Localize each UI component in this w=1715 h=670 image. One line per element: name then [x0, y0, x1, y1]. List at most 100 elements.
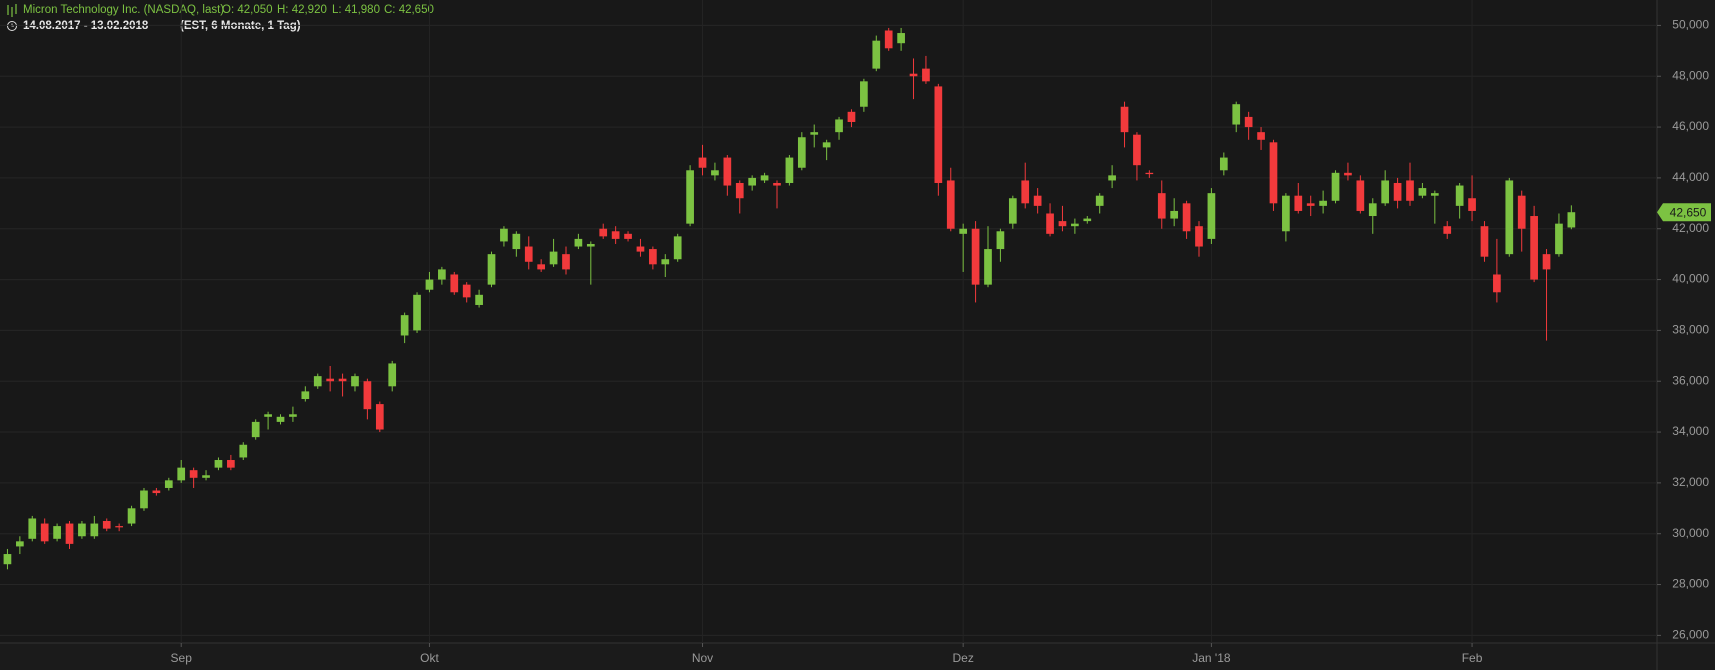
candle-body — [1033, 195, 1042, 206]
candle-body — [1567, 212, 1576, 228]
candle-body — [611, 231, 620, 239]
last-price-tag — [1657, 203, 1711, 222]
candle-body — [1046, 213, 1054, 234]
candle-body — [1095, 195, 1104, 206]
candle-body — [239, 444, 248, 458]
candle-body — [1219, 157, 1228, 171]
candle-body — [1542, 254, 1551, 270]
y-tick-label: 50,000 — [1672, 18, 1709, 32]
candle-body — [1443, 226, 1452, 234]
candle-body — [289, 414, 297, 417]
candle-body — [1306, 203, 1315, 206]
clock-hands — [11, 23, 14, 27]
candle-body — [214, 460, 223, 468]
candle-body — [661, 259, 670, 265]
candle-body — [1083, 218, 1092, 222]
candle-body — [1517, 195, 1526, 229]
x-tick-label: Sep — [171, 651, 193, 665]
candle-body — [152, 490, 161, 494]
candle-body — [1108, 175, 1116, 181]
candle-body — [1195, 226, 1203, 247]
candle-body — [835, 119, 843, 133]
grid — [0, 0, 1657, 643]
candle-body — [1480, 226, 1489, 257]
candle-body — [1530, 216, 1538, 280]
candle-body — [1381, 180, 1390, 204]
candle-body — [177, 467, 186, 481]
candle-body — [425, 279, 434, 290]
candle-body — [1356, 180, 1365, 211]
candle-body — [524, 246, 533, 262]
candle-body — [1505, 180, 1514, 255]
candle-body — [549, 251, 558, 265]
candle-body — [1331, 172, 1340, 201]
candle-body — [909, 73, 918, 77]
candle-body — [959, 228, 968, 234]
candle-body — [711, 170, 719, 176]
candle-body — [375, 404, 384, 430]
candle-body — [649, 249, 657, 265]
candle-body — [1455, 185, 1464, 206]
chart-icon — [7, 4, 17, 17]
candle-body — [351, 376, 359, 387]
y-tick-label: 42,000 — [1672, 221, 1709, 235]
ohlc-high: H: 42,920 — [277, 4, 327, 16]
candle-body — [400, 315, 409, 336]
candle-body — [78, 523, 86, 537]
candle-body — [971, 228, 980, 285]
candle-body — [313, 376, 322, 387]
candle-body — [599, 228, 608, 237]
candle-body — [450, 274, 459, 293]
candle-body — [847, 111, 856, 122]
candle-body — [773, 182, 781, 186]
settings: (EST, 6 Monate, 1 Tag) — [180, 20, 301, 32]
candle-body — [574, 238, 583, 247]
candle-body — [1493, 274, 1501, 293]
candle-body — [338, 378, 347, 382]
candle-body — [16, 541, 24, 547]
candle-body — [3, 554, 12, 565]
candle-body — [140, 490, 148, 509]
candle-body — [872, 40, 881, 69]
candle-body — [1182, 203, 1191, 232]
candle-body — [90, 523, 99, 537]
candle-body — [500, 228, 508, 242]
date-range: 14.08.2017 - 13.02.2018 — [23, 20, 149, 32]
candle-body — [760, 175, 769, 181]
y-tick-label: 32,000 — [1672, 475, 1709, 489]
candle-body — [735, 182, 744, 199]
candle-body — [748, 177, 757, 186]
candle-body — [996, 231, 1005, 250]
candle-body — [276, 416, 285, 422]
candle-body — [1244, 116, 1253, 128]
candle-body — [1021, 180, 1030, 204]
candle-body — [1393, 182, 1402, 201]
candle-body — [127, 508, 136, 524]
candle-body — [1319, 200, 1327, 206]
candle-body — [1257, 132, 1265, 140]
y-tick-label: 30,000 — [1672, 526, 1709, 540]
candle-body — [922, 68, 930, 82]
ohlc-close: C: 42,650 — [384, 4, 434, 16]
candle-body — [822, 142, 831, 148]
x-tick-label: Dez — [952, 651, 973, 665]
candle-body — [487, 254, 496, 285]
candle-body — [413, 294, 421, 331]
candle-body — [363, 381, 372, 410]
y-tick-label: 48,000 — [1672, 68, 1709, 82]
candle-body — [102, 521, 111, 529]
y-tick-label: 46,000 — [1672, 119, 1709, 133]
candle-body — [301, 391, 310, 400]
candle-body — [1157, 193, 1166, 219]
candle-body — [810, 132, 819, 135]
candle-body — [562, 254, 570, 270]
candle-body — [326, 378, 335, 382]
candle-body — [537, 264, 546, 270]
x-tick-label: Feb — [1462, 651, 1483, 665]
candle-body — [1008, 198, 1017, 224]
candle-body — [797, 137, 806, 168]
candle-body — [512, 233, 521, 250]
candle-body — [1294, 195, 1303, 211]
candle-body — [984, 249, 992, 285]
candle-body — [202, 475, 210, 478]
